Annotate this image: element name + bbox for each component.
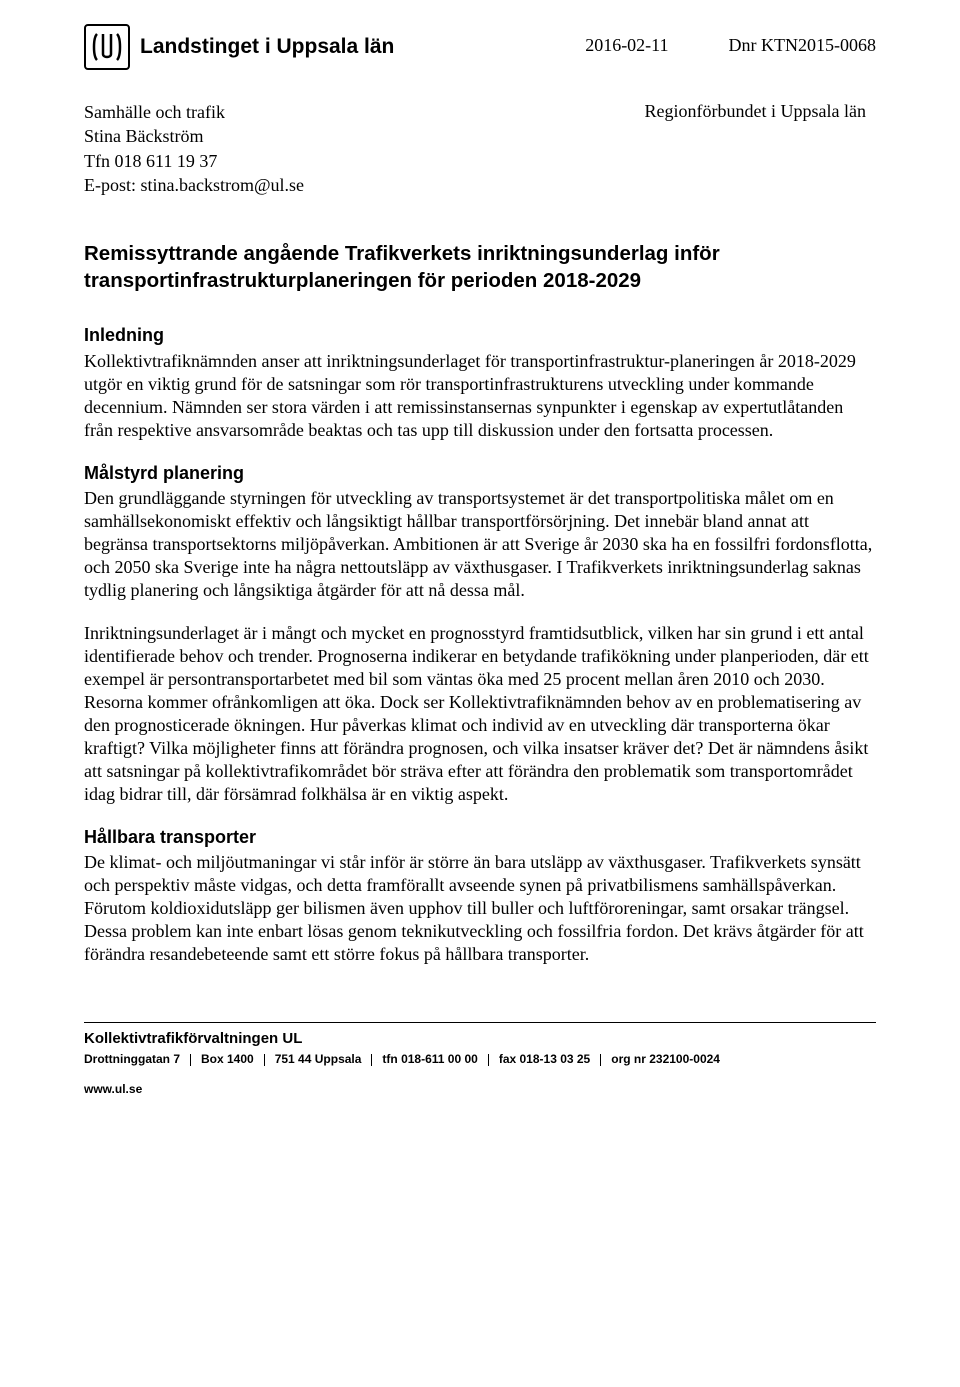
logo-svg xyxy=(90,30,124,64)
sender-dept: Samhälle och trafik xyxy=(84,100,304,124)
sender-name: Stina Bäckström xyxy=(84,124,304,148)
footer-sep xyxy=(190,1054,191,1066)
sender-phone: Tfn 018 611 19 37 xyxy=(84,149,304,173)
body-paragraph: Kollektivtrafiknämnden anser att inriktn… xyxy=(84,350,876,442)
footer-url: www.ul.se xyxy=(84,1082,876,1097)
footer-sep xyxy=(600,1054,601,1066)
document-date: 2016-02-11 xyxy=(585,34,668,57)
org-name: Landstinget i Uppsala län xyxy=(140,34,394,61)
footer-org-name: Kollektivtrafikförvaltningen UL xyxy=(84,1029,876,1048)
sender-recipient-block: Samhälle och trafik Stina Bäckström Tfn … xyxy=(84,100,876,197)
footer-rule xyxy=(84,1022,876,1023)
footer: Kollektivtrafikförvaltningen UL Drottnin… xyxy=(84,1022,876,1097)
section-heading: Hållbara transporter xyxy=(84,826,876,849)
logo-block: Landstinget i Uppsala län xyxy=(84,24,394,70)
recipient: Regionförbundet i Uppsala län xyxy=(645,100,876,197)
section-heading: Målstyrd planering xyxy=(84,462,876,485)
footer-fax: fax 018-13 03 25 xyxy=(499,1052,590,1067)
footer-sep xyxy=(371,1054,372,1066)
org-logo-icon xyxy=(84,24,130,70)
footer-address: Drottninggatan 7 xyxy=(84,1052,180,1067)
footer-phone: tfn 018-611 00 00 xyxy=(382,1052,477,1067)
footer-box: Box 1400 xyxy=(201,1052,254,1067)
header-meta: 2016-02-11 Dnr KTN2015-0068 xyxy=(585,24,876,57)
footer-sep xyxy=(488,1054,489,1066)
sender-email: E-post: stina.backstrom@ul.se xyxy=(84,173,304,197)
body-paragraph: Den grundläggande styrningen för utveckl… xyxy=(84,487,876,602)
footer-sep xyxy=(264,1054,265,1066)
section-heading: Inledning xyxy=(84,324,876,347)
letterhead: Landstinget i Uppsala län 2016-02-11 Dnr… xyxy=(84,24,876,70)
footer-postal: 751 44 Uppsala xyxy=(275,1052,362,1067)
document-title: Remissyttrande angående Trafikverkets in… xyxy=(84,241,876,294)
body-paragraph: Inriktningsunderlaget är i mångt och myc… xyxy=(84,622,876,806)
footer-orgnr: org nr 232100-0024 xyxy=(611,1052,720,1067)
footer-contact-line: Drottninggatan 7 Box 1400 751 44 Uppsala… xyxy=(84,1052,876,1067)
document-body: Inledning Kollektivtrafiknämnden anser at… xyxy=(84,324,876,966)
sender-block: Samhälle och trafik Stina Bäckström Tfn … xyxy=(84,100,304,197)
body-paragraph: De klimat- och miljöutmaningar vi står i… xyxy=(84,851,876,966)
document-ref: Dnr KTN2015-0068 xyxy=(729,34,876,57)
